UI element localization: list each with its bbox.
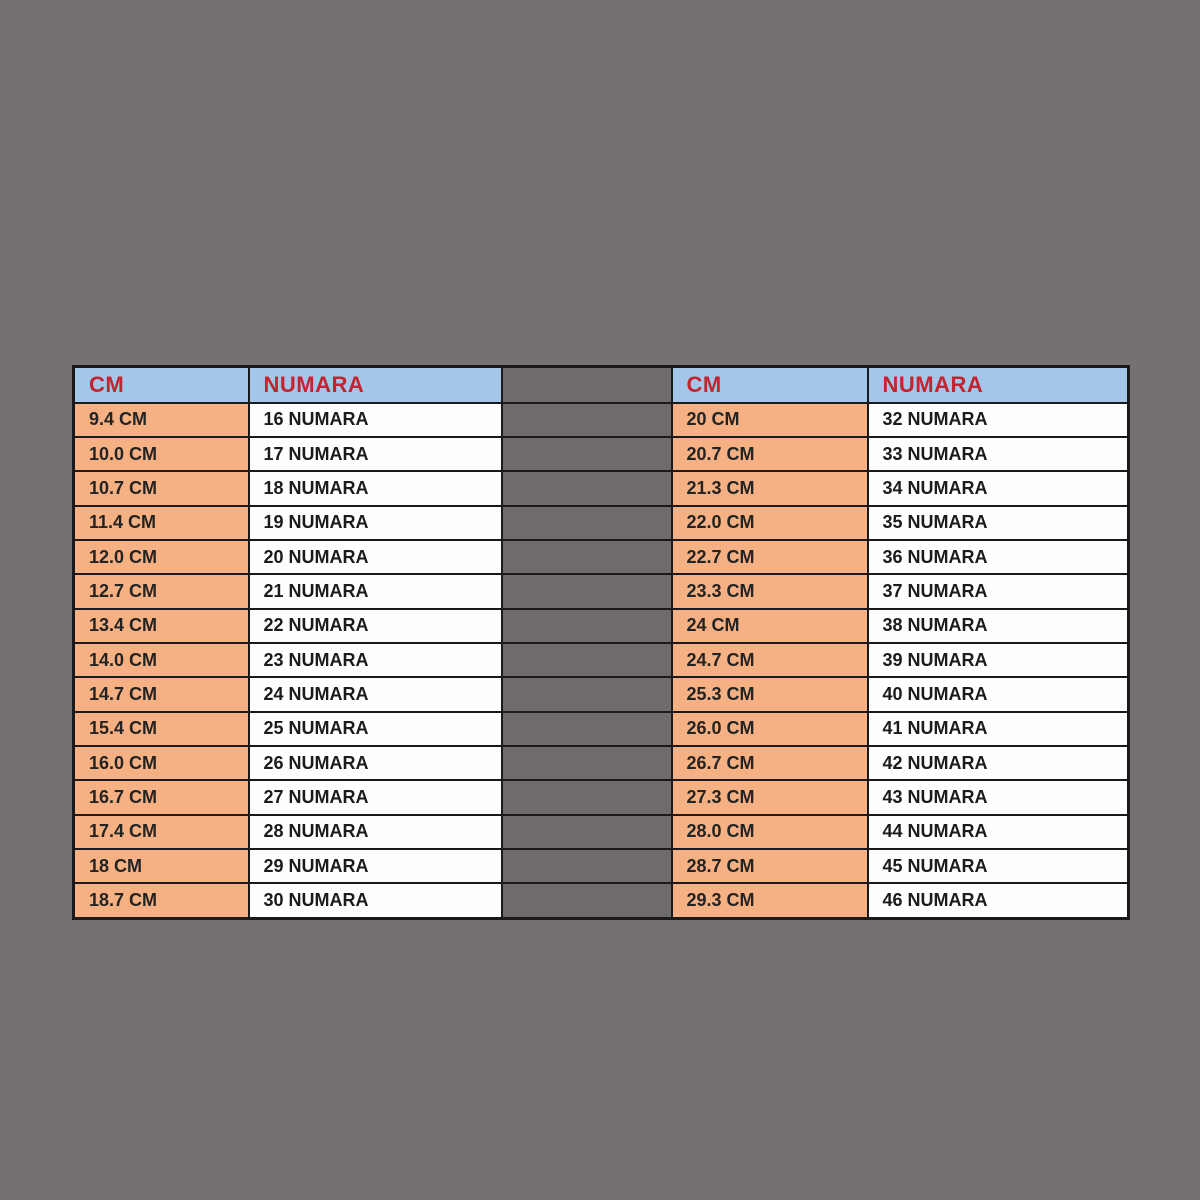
table-row: 16.7 CM 27 NUMARA 27.3 CM 43 NUMARA (72, 779, 1130, 816)
left-numara-cell: 25 NUMARA (247, 710, 503, 747)
right-cm-column-header: CM (670, 365, 869, 404)
row-spacer-cell (500, 882, 673, 920)
row-spacer-cell (500, 573, 673, 610)
table-row: 14.7 CM 24 NUMARA 25.3 CM 40 NUMARA (72, 676, 1130, 713)
row-spacer-cell (500, 641, 673, 679)
left-numara-cell: 23 NUMARA (247, 641, 503, 679)
right-numara-cell: 40 NUMARA (866, 676, 1130, 713)
right-numara-cell: 41 NUMARA (866, 710, 1130, 747)
right-cm-cell: 20 CM (670, 401, 869, 438)
left-cm-cell: 15.4 CM (72, 710, 250, 747)
right-numara-cell: 43 NUMARA (866, 779, 1130, 816)
left-cm-cell: 14.7 CM (72, 676, 250, 713)
left-cm-cell: 16.0 CM (72, 744, 250, 782)
left-cm-cell: 11.4 CM (72, 504, 250, 541)
row-spacer-cell (500, 710, 673, 747)
left-numara-cell: 19 NUMARA (247, 504, 503, 541)
left-cm-cell: 18.7 CM (72, 882, 250, 920)
right-cm-cell: 24 CM (670, 607, 869, 644)
table-row: 12.0 CM 20 NUMARA 22.7 CM 36 NUMARA (72, 538, 1130, 576)
table-row: 10.7 CM 18 NUMARA 21.3 CM 34 NUMARA (72, 470, 1130, 507)
right-cm-cell: 28.0 CM (670, 813, 869, 850)
right-numara-cell: 38 NUMARA (866, 607, 1130, 644)
left-numara-cell: 17 NUMARA (247, 435, 503, 473)
right-numara-cell: 45 NUMARA (866, 847, 1130, 885)
left-cm-cell: 9.4 CM (72, 401, 250, 438)
table-row: 10.0 CM 17 NUMARA 20.7 CM 33 NUMARA (72, 435, 1130, 473)
row-spacer-cell (500, 504, 673, 541)
table-row: 12.7 CM 21 NUMARA 23.3 CM 37 NUMARA (72, 573, 1130, 610)
right-numara-cell: 39 NUMARA (866, 641, 1130, 679)
header-row: CM NUMARA CM NUMARA (72, 365, 1130, 404)
size-rows: 9.4 CM 16 NUMARA 20 CM 32 NUMARA 10.0 CM 17 N… (72, 401, 1130, 920)
left-numara-cell: 26 NUMARA (247, 744, 503, 782)
right-cm-cell: 24.7 CM (670, 641, 869, 679)
left-cm-cell: 18 CM (72, 847, 250, 885)
table-row: 9.4 CM 16 NUMARA 20 CM 32 NUMARA (72, 401, 1130, 438)
right-cm-cell: 29.3 CM (670, 882, 869, 920)
right-numara-cell: 32 NUMARA (866, 401, 1130, 438)
right-cm-cell: 26.7 CM (670, 744, 869, 782)
row-spacer-cell (500, 435, 673, 473)
left-numara-cell: 28 NUMARA (247, 813, 503, 850)
left-cm-cell: 10.0 CM (72, 435, 250, 473)
left-numara-cell: 18 NUMARA (247, 470, 503, 507)
row-spacer-cell (500, 676, 673, 713)
left-numara-cell: 30 NUMARA (247, 882, 503, 920)
left-cm-cell: 12.0 CM (72, 538, 250, 576)
right-cm-cell: 26.0 CM (670, 710, 869, 747)
row-spacer-cell (500, 538, 673, 576)
left-numara-cell: 24 NUMARA (247, 676, 503, 713)
table-row: 18 CM 29 NUMARA 28.7 CM 45 NUMARA (72, 847, 1130, 885)
table-row: 13.4 CM 22 NUMARA 24 CM 38 NUMARA (72, 607, 1130, 644)
left-numara-cell: 16 NUMARA (247, 401, 503, 438)
left-cm-cell: 16.7 CM (72, 779, 250, 816)
right-numara-cell: 34 NUMARA (866, 470, 1130, 507)
row-spacer-cell (500, 607, 673, 644)
row-spacer-cell (500, 779, 673, 816)
left-numara-column-header: NUMARA (247, 365, 503, 404)
right-cm-cell: 23.3 CM (670, 573, 869, 610)
left-numara-cell: 29 NUMARA (247, 847, 503, 885)
right-numara-cell: 36 NUMARA (866, 538, 1130, 576)
right-numara-cell: 42 NUMARA (866, 744, 1130, 782)
header-spacer-cell (500, 365, 673, 404)
table-row: 11.4 CM 19 NUMARA 22.0 CM 35 NUMARA (72, 504, 1130, 541)
row-spacer-cell (500, 744, 673, 782)
left-cm-cell: 12.7 CM (72, 573, 250, 610)
table-row: 15.4 CM 25 NUMARA 26.0 CM 41 NUMARA (72, 710, 1130, 747)
row-spacer-cell (500, 470, 673, 507)
left-numara-cell: 21 NUMARA (247, 573, 503, 610)
table-row: 14.0 CM 23 NUMARA 24.7 CM 39 NUMARA (72, 641, 1130, 679)
right-cm-cell: 25.3 CM (670, 676, 869, 713)
size-conversion-table: CM NUMARA CM NUMARA 9.4 CM 16 NUMARA 20 CM… (72, 365, 1130, 920)
left-cm-cell: 17.4 CM (72, 813, 250, 850)
table-row: 17.4 CM 28 NUMARA 28.0 CM 44 NUMARA (72, 813, 1130, 850)
left-numara-cell: 22 NUMARA (247, 607, 503, 644)
left-cm-cell: 14.0 CM (72, 641, 250, 679)
row-spacer-cell (500, 847, 673, 885)
right-numara-cell: 37 NUMARA (866, 573, 1130, 610)
right-cm-cell: 27.3 CM (670, 779, 869, 816)
row-spacer-cell (500, 813, 673, 850)
left-cm-cell: 10.7 CM (72, 470, 250, 507)
right-cm-cell: 22.0 CM (670, 504, 869, 541)
right-numara-cell: 44 NUMARA (866, 813, 1130, 850)
left-cm-cell: 13.4 CM (72, 607, 250, 644)
left-numara-cell: 27 NUMARA (247, 779, 503, 816)
table-row: 16.0 CM 26 NUMARA 26.7 CM 42 NUMARA (72, 744, 1130, 782)
right-cm-cell: 22.7 CM (670, 538, 869, 576)
left-cm-column-header: CM (72, 365, 250, 404)
table-row: 18.7 CM 30 NUMARA 29.3 CM 46 NUMARA (72, 882, 1130, 920)
right-numara-cell: 46 NUMARA (866, 882, 1130, 920)
right-cm-cell: 21.3 CM (670, 470, 869, 507)
right-cm-cell: 20.7 CM (670, 435, 869, 473)
right-numara-cell: 33 NUMARA (866, 435, 1130, 473)
right-cm-cell: 28.7 CM (670, 847, 869, 885)
right-numara-cell: 35 NUMARA (866, 504, 1130, 541)
left-numara-cell: 20 NUMARA (247, 538, 503, 576)
row-spacer-cell (500, 401, 673, 438)
right-numara-column-header: NUMARA (866, 365, 1130, 404)
